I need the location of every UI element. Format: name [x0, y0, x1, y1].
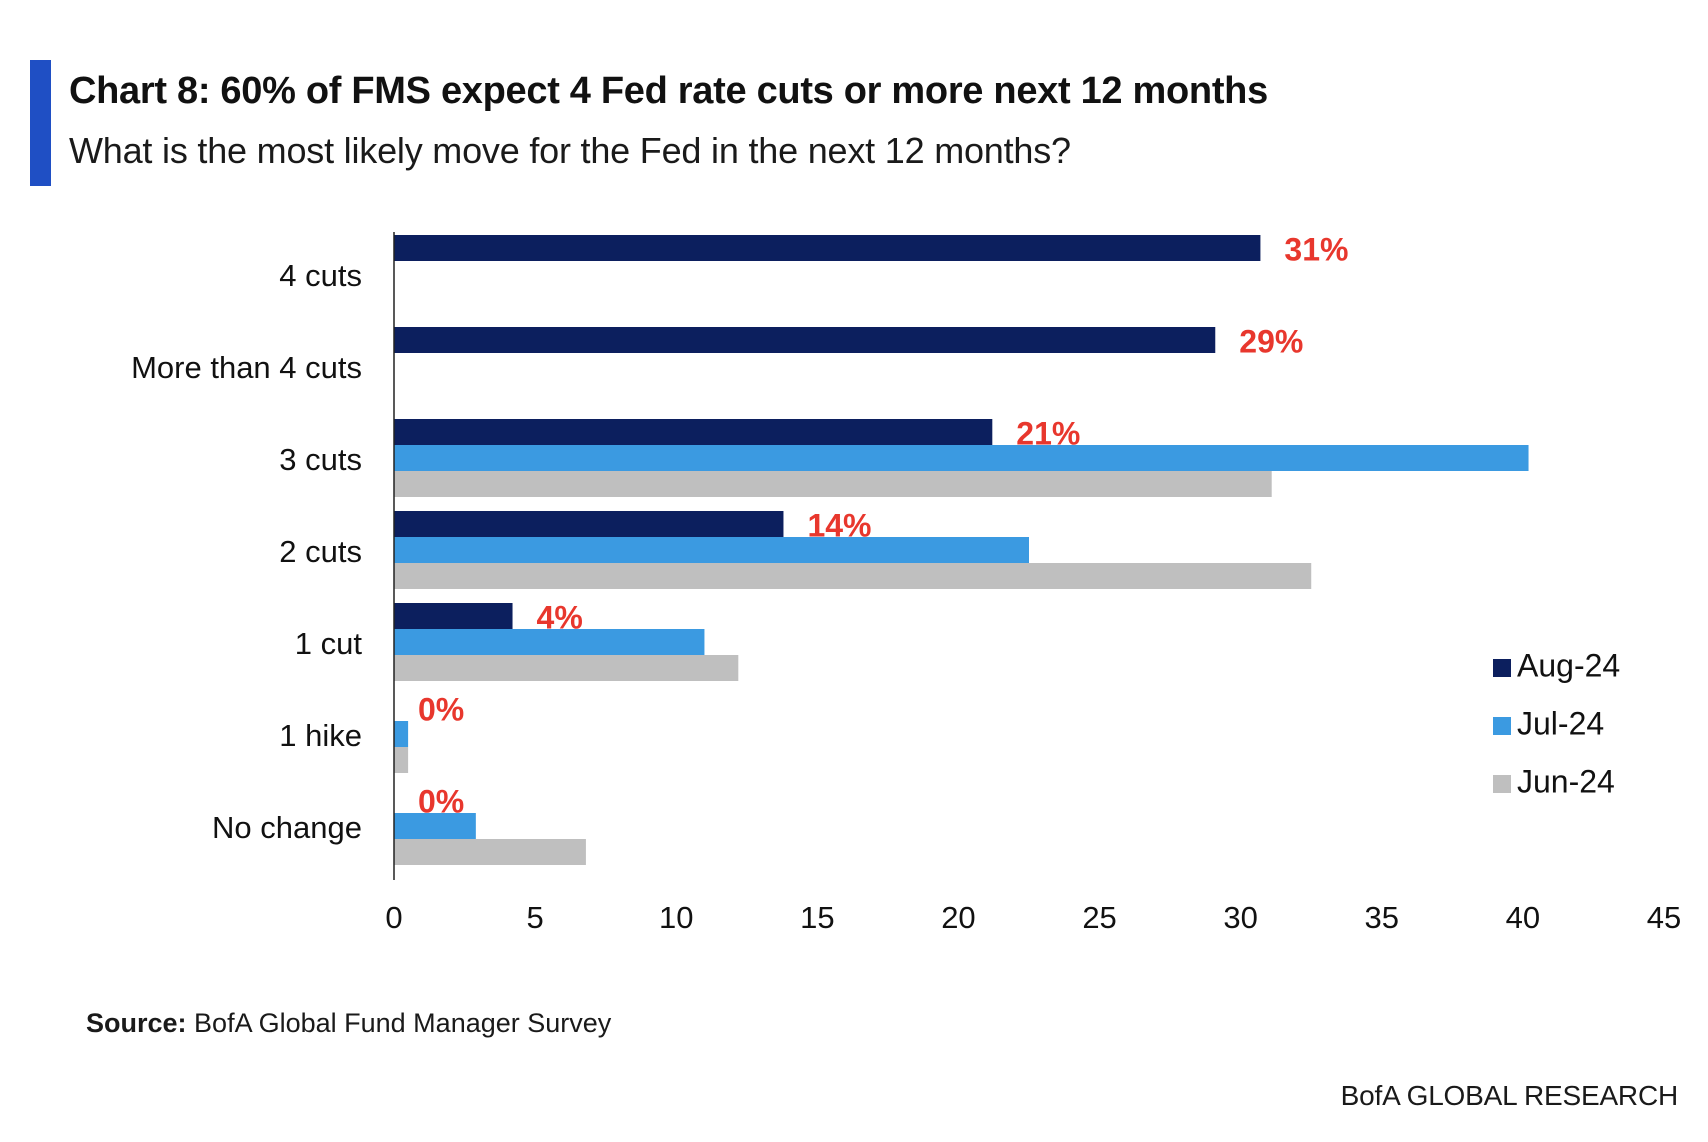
category-label-1-hike: 1 hike — [279, 718, 362, 753]
x-tick-label-30: 30 — [1223, 900, 1257, 935]
data-label-1-hike: 0% — [418, 691, 464, 727]
source-note: Source: BofA Global Fund Manager Survey — [86, 1008, 611, 1039]
bar-4-cuts-aug-24 — [394, 235, 1261, 261]
x-tick-label-25: 25 — [1082, 900, 1116, 935]
x-tick-label-35: 35 — [1365, 900, 1399, 935]
x-tick-label-0: 0 — [385, 900, 402, 935]
chart-subtitle: What is the most likely move for the Fed… — [69, 130, 1071, 171]
legend-swatch-jun-24 — [1493, 775, 1511, 793]
x-tick-label-15: 15 — [800, 900, 834, 935]
bar-1-hike-jul-24 — [394, 721, 409, 747]
category-label-4-cuts: 4 cuts — [279, 258, 362, 293]
chart-title: Chart 8: 60% of FMS expect 4 Fed rate cu… — [69, 70, 1268, 112]
legend-label-aug-24: Aug-24 — [1517, 647, 1620, 683]
bar-1-hike-jun-24 — [394, 747, 409, 773]
legend-swatch-aug-24 — [1493, 659, 1511, 677]
category-label-no-change: No change — [212, 810, 362, 845]
legend-swatch-jul-24 — [1493, 717, 1511, 735]
bar-no-change-jun-24 — [394, 839, 586, 865]
x-tick-label-45: 45 — [1647, 900, 1681, 935]
source-label: Source: — [86, 1008, 187, 1038]
bar-2-cuts-aug-24 — [394, 511, 784, 537]
category-label-more-than-4-cuts: More than 4 cuts — [131, 350, 362, 385]
bar-no-change-jul-24 — [394, 813, 476, 839]
x-tick-label-5: 5 — [526, 900, 543, 935]
bar-2-cuts-jul-24 — [394, 537, 1029, 563]
bar-1-cut-jun-24 — [394, 655, 739, 681]
category-label-1-cut: 1 cut — [295, 626, 363, 661]
x-tick-label-20: 20 — [941, 900, 975, 935]
category-label-3-cuts: 3 cuts — [279, 442, 362, 477]
data-label-no-change: 0% — [418, 783, 464, 819]
data-label-more-than-4-cuts: 29% — [1239, 323, 1303, 359]
bar-1-cut-jul-24 — [394, 629, 705, 655]
branding: BofA GLOBAL RESEARCH — [1340, 1080, 1679, 1111]
bar-more-than-4-cuts-aug-24 — [394, 327, 1216, 353]
bar-chart: 4 cuts 31% More than 4 cuts 29% 3 cuts 21% 2 c… — [131, 231, 1681, 935]
bar-3-cuts-aug-24 — [394, 419, 993, 445]
x-tick-label-10: 10 — [659, 900, 693, 935]
legend-label-jul-24: Jul-24 — [1517, 705, 1604, 741]
bar-3-cuts-jul-24 — [394, 445, 1529, 471]
data-label-1-cut: 4% — [537, 599, 583, 635]
accent-bar — [30, 60, 51, 186]
source-text: BofA Global Fund Manager Survey — [194, 1008, 612, 1038]
data-label-2-cuts: 14% — [807, 507, 871, 543]
bar-2-cuts-jun-24 — [394, 563, 1312, 589]
legend-label-jun-24: Jun-24 — [1517, 763, 1615, 799]
x-tick-label-40: 40 — [1506, 900, 1540, 935]
data-label-3-cuts: 21% — [1016, 415, 1080, 451]
data-label-4-cuts: 31% — [1284, 231, 1348, 267]
bar-3-cuts-jun-24 — [394, 471, 1272, 497]
category-label-2-cuts: 2 cuts — [279, 534, 362, 569]
bar-1-cut-aug-24 — [394, 603, 513, 629]
